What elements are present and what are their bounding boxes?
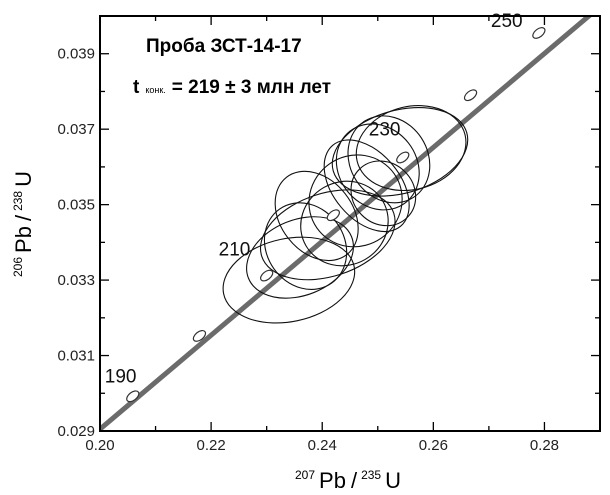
error-ellipse-12	[355, 105, 467, 192]
y-tick-label: 0.029	[57, 423, 95, 440]
age-marker-6	[463, 89, 478, 102]
y-tick-label: 0.037	[57, 121, 95, 138]
annotation-prefix: t	[133, 77, 140, 98]
y-axis-separator: /	[11, 214, 36, 221]
error-ellipse-13	[350, 160, 417, 227]
y-axis-element1: Pb	[11, 226, 36, 253]
y-axis-mass1: 206	[11, 257, 25, 277]
x-tick-label: 0.26	[419, 437, 448, 454]
error-ellipse-2	[246, 216, 354, 299]
age-marker-4	[326, 209, 340, 222]
age-annotation: t конк. = 219 ± 3 млн лет	[133, 77, 331, 98]
chart-title: Проба ЗСТ-14-17	[146, 36, 302, 57]
error-ellipse-4	[263, 202, 348, 290]
y-tick-label: 0.033	[57, 272, 95, 289]
error-ellipse-8	[323, 139, 410, 233]
age-markers-layer	[126, 27, 546, 403]
tick-labels-layer: 0.20 0.22 0.24 0.26 0.28 0.029 0.031 0.033 0.035…	[57, 46, 559, 454]
y-tick-label: 0.035	[57, 197, 95, 214]
x-tick-label: 0.28	[530, 437, 559, 454]
age-label-250: 250	[491, 11, 523, 32]
concordia-layer	[100, 16, 593, 431]
annotation-subscript: конк.	[145, 85, 165, 95]
age-marker-1	[126, 390, 140, 403]
y-axis-title: 206 Pb / 238 U	[11, 171, 36, 277]
age-marker-5	[396, 151, 410, 164]
age-marker-3	[260, 269, 274, 282]
x-axis-element1: Pb	[319, 468, 346, 493]
age-labels-layer: 190 210 230 250	[105, 11, 523, 387]
error-ellipse-7	[308, 154, 403, 248]
age-marker-7	[532, 27, 546, 39]
age-label-230: 230	[369, 119, 401, 140]
annotation-value: = 219 ± 3 млн лет	[172, 77, 331, 98]
y-tick-label: 0.039	[57, 46, 95, 63]
ellipses-layer	[222, 105, 469, 324]
x-axis-element2: U	[385, 468, 401, 493]
error-ellipse-1	[222, 236, 356, 324]
x-axis-mass2: 235	[361, 468, 381, 482]
age-label-190: 190	[105, 366, 137, 387]
error-ellipse-9	[335, 123, 420, 211]
y-tick-label: 0.031	[57, 348, 95, 365]
y-axis-mass2: 238	[11, 191, 25, 211]
ticks-layer	[99, 16, 600, 432]
error-ellipse-10	[347, 115, 431, 204]
plot-frame	[99, 15, 601, 432]
concordia-curve	[100, 16, 593, 431]
age-label-210: 210	[219, 240, 251, 261]
x-tick-label: 0.24	[308, 437, 337, 454]
x-tick-label: 0.20	[85, 437, 114, 454]
y-axis-element2: U	[11, 171, 36, 187]
error-ellipse-5	[274, 170, 359, 262]
x-axis-separator: /	[351, 468, 358, 493]
x-axis-title: 207 Pb/235 U	[295, 468, 401, 493]
age-marker-2	[192, 329, 207, 342]
x-axis-mass1: 207	[295, 468, 315, 482]
x-tick-label: 0.22	[197, 437, 226, 454]
